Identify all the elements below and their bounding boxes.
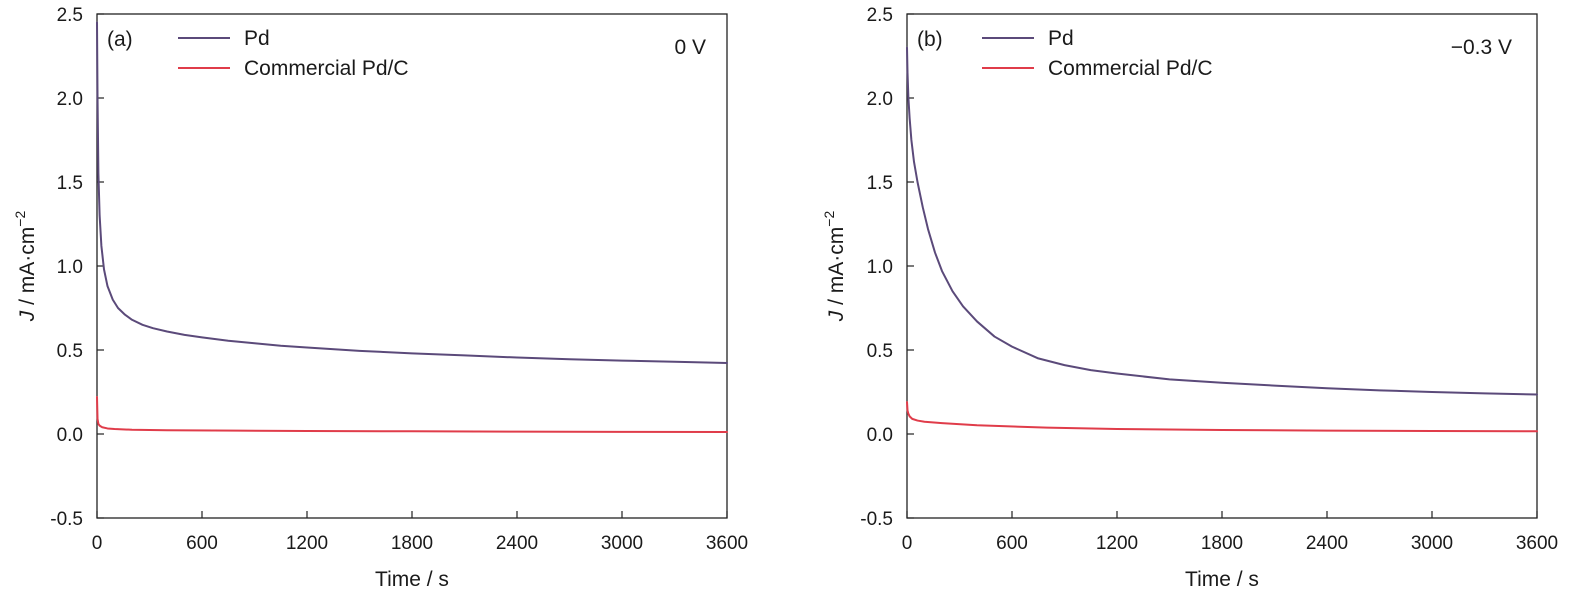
x-tick-label: 0: [902, 533, 913, 554]
x-axis-label: Time / s: [375, 568, 449, 591]
potential-annotation: −0.3 V: [1451, 36, 1512, 59]
x-tick-label: 0: [92, 533, 103, 554]
y-tick-label: 0.5: [57, 341, 83, 362]
y-tick-label: 2.0: [57, 89, 83, 110]
x-tick-label: 2400: [1306, 533, 1348, 554]
legend-label: Commercial Pd/C: [1048, 57, 1213, 80]
y-tick-label: 1.0: [57, 257, 83, 278]
x-tick-label: 1200: [286, 533, 328, 554]
x-tick-label: 1800: [1201, 533, 1243, 554]
chart-panel-a: 0 600 1200 1800 2400 3000 3600 -0.5 0.0 0.5 1.0 1.5…: [12, 5, 748, 591]
plot-frame: [96, 13, 728, 519]
x-tick-label: 600: [996, 533, 1028, 554]
legend-label: Pd: [244, 27, 270, 50]
x-tick-label: 3000: [1411, 533, 1453, 554]
y-tick-label: 0.0: [867, 425, 893, 446]
plot-frame: [906, 13, 1538, 519]
x-tick-label: 2400: [496, 533, 538, 554]
y-tick-label: 1.5: [867, 173, 893, 194]
y-tick-label: 2.0: [867, 89, 893, 110]
y-tick-label: 2.5: [57, 5, 83, 26]
y-tick-label: 1.5: [57, 173, 83, 194]
series-line-pd: [906, 46, 1538, 396]
x-tick-label: 3600: [1516, 533, 1558, 554]
panel-label: (b): [917, 28, 943, 51]
x-tick-label: 3000: [601, 533, 643, 554]
y-tick-label: -0.5: [860, 509, 893, 530]
x-tick-label: 600: [186, 533, 218, 554]
x-tick-label: 1200: [1096, 533, 1138, 554]
x-tick-label: 3600: [706, 533, 748, 554]
x-tick-label: 1800: [391, 533, 433, 554]
y-tick-label: 2.5: [867, 5, 893, 26]
series-line-commercial-pdc: [906, 401, 1538, 433]
y-tick-label: 1.0: [867, 257, 893, 278]
y-axis-label: J / mA·cm−2: [12, 211, 39, 323]
chart-panel-b: 0 600 1200 1800 2400 3000 3600 -0.5 0.0 0.5 1.0 1.5…: [821, 5, 1558, 591]
x-axis-label: Time / s: [1185, 568, 1259, 591]
y-axis-label: J / mA·cm−2: [821, 211, 848, 323]
series-line-pd: [96, 21, 728, 364]
potential-annotation: 0 V: [674, 36, 706, 59]
y-tick-label: 0.0: [57, 425, 83, 446]
series-line-commercial-pdc: [96, 396, 728, 433]
legend-label: Commercial Pd/C: [244, 57, 409, 80]
y-tick-label: 0.5: [867, 341, 893, 362]
y-tick-label: -0.5: [50, 509, 83, 530]
legend-label: Pd: [1048, 27, 1074, 50]
panel-label: (a): [107, 28, 133, 51]
